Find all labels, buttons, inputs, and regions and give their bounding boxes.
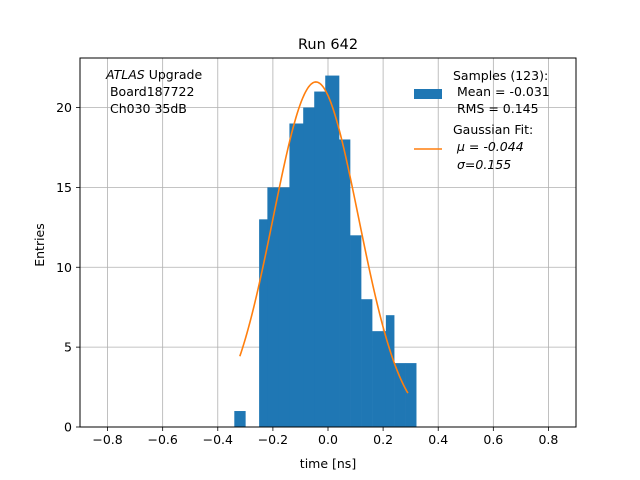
x-tick-label: −0.6 [147,432,177,447]
annotation-line-3: Ch030 35dB [106,101,187,116]
x-tick-label: 0.0 [318,432,338,447]
histogram-bars [234,75,417,428]
chart-title: Run 642 [298,37,358,53]
histogram-bar [234,411,246,427]
x-tick-label: 0.2 [373,432,393,447]
x-tick-label: −0.4 [203,432,233,447]
legend-fit-line-3: σ=0.155 [453,157,511,172]
legend-samples-line-3: RMS = 0.145 [453,101,539,116]
histogram-bar [339,139,351,427]
histogram-bar [278,187,290,427]
gaussian-fit [239,81,409,394]
histogram-bar [394,363,406,427]
y-axis-ticks: 0 5 10 15 20 [56,100,80,435]
y-tick-label: 20 [56,100,72,115]
x-axis-ticks: −0.8 −0.6 −0.4 −0.2 0.0 0.2 0.4 0.6 0.8 [92,427,558,447]
histogram-bar [259,219,268,427]
y-tick-label: 15 [56,180,72,195]
annotation-line-1: ATLAS Upgrade [105,67,202,82]
histogram-bar [267,187,279,427]
histogram-bar [405,363,417,427]
histogram-bar [350,235,362,427]
histogram-bar [372,331,387,427]
histogram-bar [303,107,315,428]
plot-annotation: ATLAS Upgrade Board187722 Ch030 35dB [105,67,202,116]
legend-fit-line-2: μ = -0.044 [453,139,524,154]
annotation-atlas: ATLAS [105,67,145,82]
histogram-bar [289,123,304,428]
y-tick-label: 10 [56,260,72,275]
annotation-upgrade: Upgrade [145,67,203,82]
histogram-bar [314,91,326,427]
histogram-bar [385,315,395,427]
annotation-line-2: Board187722 [106,84,194,99]
y-tick-label: 0 [64,420,72,435]
y-axis-label: Entries [32,223,47,267]
legend-samples-line-2: Mean = -0.031 [453,84,550,99]
histogram-bar [325,75,340,428]
legend-fit-line-1: Gaussian Fit: [453,122,533,137]
y-tick-label: 5 [64,340,72,355]
x-tick-label: 0.8 [538,432,558,447]
x-tick-label: −0.8 [92,432,122,447]
legend: Samples (123): Mean = -0.031 RMS = 0.145… [414,68,550,172]
x-tick-label: 0.4 [428,432,448,447]
x-tick-label: 0.6 [483,432,503,447]
histogram-bar [361,299,373,427]
gaussian-fit-curve [239,81,409,394]
legend-samples-line-1: Samples (123): [453,68,548,83]
x-axis-label: time [ns] [300,456,356,471]
x-tick-label: −0.2 [258,432,288,447]
legend-samples-swatch [414,89,442,99]
